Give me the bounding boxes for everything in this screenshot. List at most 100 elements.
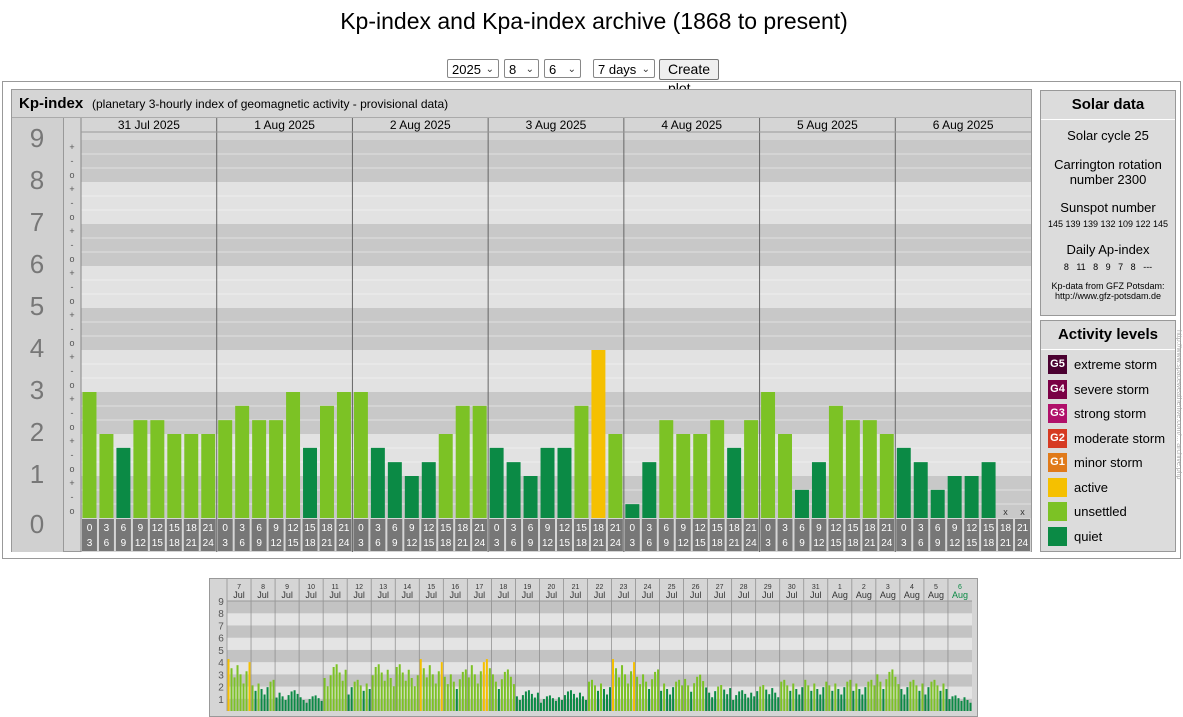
overview-bar: [705, 687, 708, 711]
kp-bar: [116, 447, 131, 518]
kp-bar: [353, 392, 368, 518]
overview-bar: [443, 676, 446, 711]
overview-bar: [584, 700, 587, 711]
overview-bar: [347, 694, 350, 711]
month-label: Jul: [594, 590, 606, 600]
overview-bar: [915, 685, 918, 711]
create-plot-button[interactable]: Create plot: [659, 59, 720, 96]
y-tick-label: 1: [218, 695, 224, 706]
activity-swatch: G3: [1048, 404, 1067, 423]
y-tick-label: 6: [30, 249, 44, 279]
day-value: 6: [549, 62, 557, 77]
overview-bar: [843, 687, 846, 711]
month-label: Jul: [233, 590, 245, 600]
activity-label: strong storm: [1074, 406, 1147, 421]
chevron-down-icon: ⌄: [525, 64, 534, 75]
band: [81, 140, 1031, 182]
hour-end-label: 9: [392, 538, 398, 549]
hour-box: [573, 519, 589, 551]
kp-bar: [218, 420, 233, 518]
ap-label: Daily Ap-index: [1066, 242, 1150, 257]
overview-bar: [428, 665, 431, 711]
minor-tick-label: o: [69, 296, 74, 306]
hour-box: [336, 519, 352, 551]
hour-start-label: 6: [256, 523, 262, 534]
hour-box: [590, 519, 606, 551]
overview-bar: [545, 696, 548, 711]
kp-bar: [642, 462, 657, 518]
overview-bar: [801, 687, 804, 711]
overview-bar: [257, 683, 260, 711]
range-select[interactable]: 7 days ⌄: [593, 59, 655, 78]
day-label: 1 Aug 2025: [254, 118, 315, 132]
day-number-label: 15: [427, 584, 435, 591]
day-number-label: 29: [764, 584, 772, 591]
overview-bar: [431, 674, 434, 711]
overview-bar: [783, 679, 786, 711]
overview-bar: [422, 668, 425, 711]
overview-bar: [308, 699, 311, 711]
kp-bar: [523, 476, 538, 518]
hour-end-label: 18: [440, 538, 452, 549]
overview-bar: [551, 698, 554, 711]
kp-bar: [235, 405, 250, 518]
chevron-down-icon: ⌄: [485, 64, 494, 75]
day-label: 6 Aug 2025: [933, 118, 994, 132]
month-label: Jul: [570, 590, 582, 600]
hour-start-label: 3: [511, 523, 517, 534]
overview-bar: [672, 687, 675, 711]
overview-bar: [642, 674, 645, 711]
overview-bar: [488, 668, 491, 711]
overview-bar: [792, 683, 795, 711]
year-select[interactable]: 2025 ⌄: [447, 59, 499, 78]
kp-bar: [489, 447, 504, 518]
day-number-label: 13: [379, 584, 387, 591]
band: [227, 649, 972, 663]
y-tick-label: 6: [218, 634, 224, 645]
hour-box: [658, 519, 674, 551]
overview-bar: [386, 669, 389, 711]
overview-bar: [930, 681, 933, 711]
overview-bar: [518, 700, 521, 711]
day-number-label: 19: [524, 584, 532, 591]
hour-box: [760, 519, 776, 551]
month-label: Jul: [690, 590, 702, 600]
activity-heading: Activity levels: [1041, 321, 1175, 350]
overview-bar: [254, 690, 257, 711]
hour-box: [132, 519, 148, 551]
day-select[interactable]: 6 ⌄: [544, 59, 581, 78]
month-label: Jul: [281, 590, 293, 600]
band: [227, 674, 972, 687]
month-select[interactable]: 8 ⌄: [504, 59, 539, 78]
kp-panel: Kp-index (planetary 3-hourly index of ge…: [11, 89, 1032, 552]
overview-bar: [618, 677, 621, 711]
hour-box: [387, 519, 403, 551]
overview-bar: [729, 688, 732, 711]
overview-bar: [957, 698, 960, 711]
hour-start-label: 0: [222, 523, 228, 534]
overview-bar: [482, 662, 485, 711]
hour-end-label: 24: [338, 538, 350, 549]
overview-bar: [855, 683, 858, 711]
kp-bar: [659, 420, 674, 518]
hour-start-label: 15: [712, 523, 724, 534]
band: [227, 601, 972, 614]
overview-bar: [266, 687, 269, 711]
overview-bar: [425, 677, 428, 711]
overview-bar: [879, 681, 882, 711]
hour-box: [998, 519, 1014, 551]
overview-bar: [434, 683, 437, 711]
overview-bar: [726, 694, 729, 711]
overview-bar: [636, 676, 639, 711]
hour-box: [930, 519, 946, 551]
hour-start-label: 0: [87, 523, 93, 534]
overview-bar: [810, 690, 813, 711]
overview-bar: [578, 692, 581, 711]
hour-start-label: 21: [610, 523, 622, 534]
overview-bar: [341, 680, 344, 711]
panel-title: Kp-index: [19, 95, 84, 112]
overview-bar: [696, 676, 699, 711]
overview-bar: [744, 693, 747, 711]
overview-bar: [732, 700, 735, 711]
hour-start-label: 9: [138, 523, 144, 534]
